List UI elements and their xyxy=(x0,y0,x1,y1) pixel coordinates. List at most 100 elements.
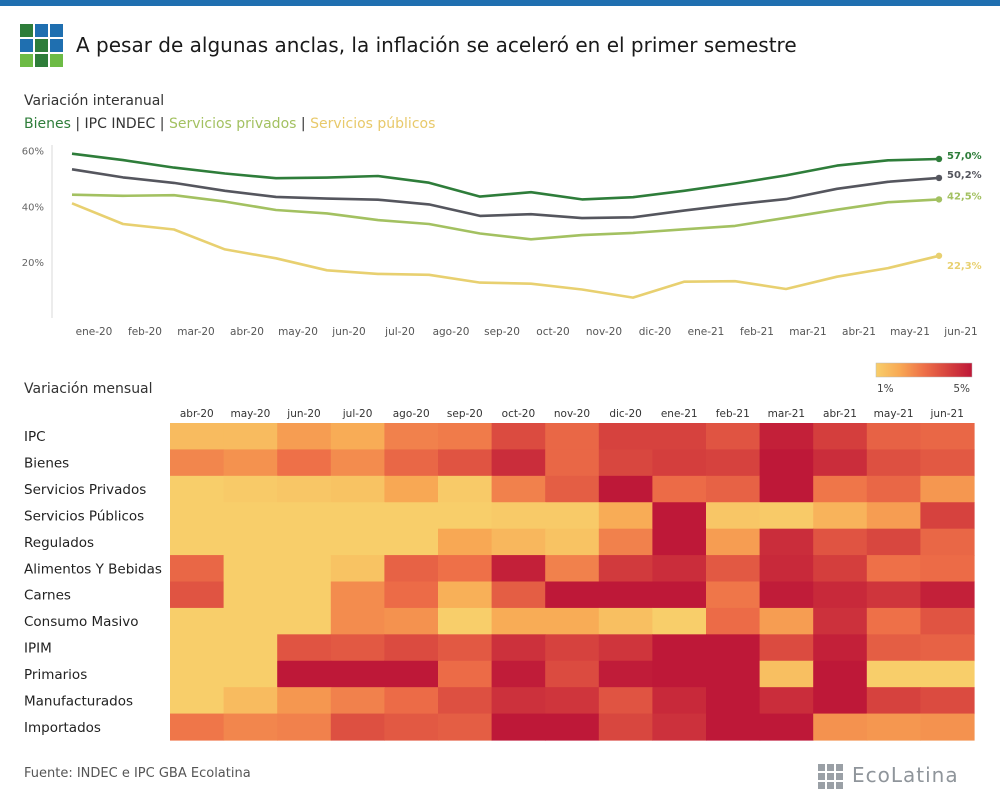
heatmap-cell xyxy=(438,607,493,635)
heatmap-column-label: may-20 xyxy=(230,408,270,420)
heatmap-cell xyxy=(545,475,600,503)
heatmap-cell xyxy=(330,581,385,609)
heatmap-cell xyxy=(706,555,761,583)
series-line xyxy=(71,202,940,299)
heatmap-cell xyxy=(598,528,653,556)
heatmap-cell xyxy=(545,449,600,477)
heatmap-cell xyxy=(330,713,385,741)
top-accent-bar xyxy=(0,0,1000,6)
heatmap-cell xyxy=(545,423,600,451)
heatmap-cell xyxy=(813,555,868,583)
heatmap-row-label: Regulados xyxy=(24,535,94,551)
series-line xyxy=(71,168,940,220)
heatmap-cell xyxy=(920,528,975,556)
heatmap-cell xyxy=(866,581,921,609)
heatmap-cell xyxy=(652,555,707,583)
heatmap-cell xyxy=(170,660,225,688)
heatmap-cell xyxy=(706,502,761,530)
heatmap-cell xyxy=(759,449,814,477)
heatmap-cell xyxy=(598,634,653,662)
series-end-label: 50,2% xyxy=(947,170,982,181)
heatmap-cell xyxy=(384,475,439,503)
heatmap-cell xyxy=(920,449,975,477)
heatmap-column-label: jul-20 xyxy=(342,408,373,420)
heatmap-cell xyxy=(598,607,653,635)
heatmap-cell xyxy=(813,713,868,741)
heatmap-column-label: abr-20 xyxy=(180,408,214,420)
heatmap-cell xyxy=(706,607,761,635)
heatmap-cell xyxy=(438,660,493,688)
heatmap-cell xyxy=(706,581,761,609)
heatmap-cell xyxy=(866,660,921,688)
heatmap-cell xyxy=(491,713,546,741)
heatmap-cell xyxy=(759,713,814,741)
heatmap-cell xyxy=(384,528,439,556)
legend-separator: | xyxy=(155,116,169,132)
series-end-label: 42,5% xyxy=(947,191,982,202)
heatmap-cell xyxy=(170,555,225,583)
heatmap-cell xyxy=(277,502,332,530)
heatmap-cell xyxy=(920,713,975,741)
heatmap-cell xyxy=(330,475,385,503)
heatmap-cell xyxy=(170,475,225,503)
heatmap-cell xyxy=(545,555,600,583)
heatmap-cell xyxy=(223,555,278,583)
heatmap-cell xyxy=(277,555,332,583)
x-tick-label: dic-20 xyxy=(639,326,672,338)
heatmap-cell xyxy=(277,607,332,635)
heatmap-cell xyxy=(866,607,921,635)
heatmap-cell xyxy=(223,607,278,635)
color-scale-bar xyxy=(875,362,973,378)
heatmap-cell xyxy=(866,528,921,556)
heatmap-cell xyxy=(223,687,278,715)
heatmap-cell xyxy=(330,423,385,451)
color-scale-min-label: 1% xyxy=(877,383,894,395)
heatmap-cell xyxy=(706,660,761,688)
heatmap-column-label: mar-21 xyxy=(768,408,805,420)
x-tick-label: ene-20 xyxy=(76,326,113,338)
heatmap-cell xyxy=(223,581,278,609)
heatmap-cell xyxy=(438,687,493,715)
legend-separator: | xyxy=(296,116,311,132)
y-tick-label: 20% xyxy=(22,258,44,269)
heatmap-cell xyxy=(652,660,707,688)
heatmap-cell xyxy=(491,634,546,662)
heatmap-cell xyxy=(384,634,439,662)
heatmap-cell xyxy=(438,581,493,609)
heatmap-cell xyxy=(491,423,546,451)
heatmap-cell xyxy=(652,581,707,609)
heatmap-cell xyxy=(813,581,868,609)
series-line xyxy=(71,152,940,201)
heatmap-row-label: Carnes xyxy=(24,588,71,604)
heatmap-cell xyxy=(277,581,332,609)
heatmap-cell xyxy=(330,502,385,530)
heatmap-cell xyxy=(813,660,868,688)
heatmap-cell xyxy=(652,713,707,741)
heatmap-column-label: ago-20 xyxy=(393,408,430,420)
heatmap-cell xyxy=(706,475,761,503)
heatmap-cell xyxy=(491,581,546,609)
heatmap-cell xyxy=(545,660,600,688)
heatmap-cell xyxy=(866,687,921,715)
brand-grid-icon xyxy=(818,764,844,790)
heatmap-column-label: jun-21 xyxy=(930,408,964,420)
x-tick-label: mar-21 xyxy=(789,326,826,338)
heatmap-cell xyxy=(598,423,653,451)
heatmap-cell xyxy=(384,423,439,451)
heatmap-cell xyxy=(866,475,921,503)
heatmap-cell xyxy=(438,713,493,741)
heatmap-cell xyxy=(491,607,546,635)
heatmap-cell xyxy=(920,687,975,715)
heatmap-cell xyxy=(759,555,814,583)
heatmap-cell xyxy=(920,607,975,635)
heatmap-cell xyxy=(598,449,653,477)
heatmap-cell xyxy=(866,449,921,477)
heatmap-cell xyxy=(223,449,278,477)
heatmap-cell xyxy=(223,528,278,556)
heatmap-column-label: oct-20 xyxy=(502,408,535,420)
heatmap-cell xyxy=(920,475,975,503)
heatmap-cell xyxy=(706,687,761,715)
heatmap-cell xyxy=(170,607,225,635)
ecolatina-logo-icon xyxy=(20,24,64,68)
